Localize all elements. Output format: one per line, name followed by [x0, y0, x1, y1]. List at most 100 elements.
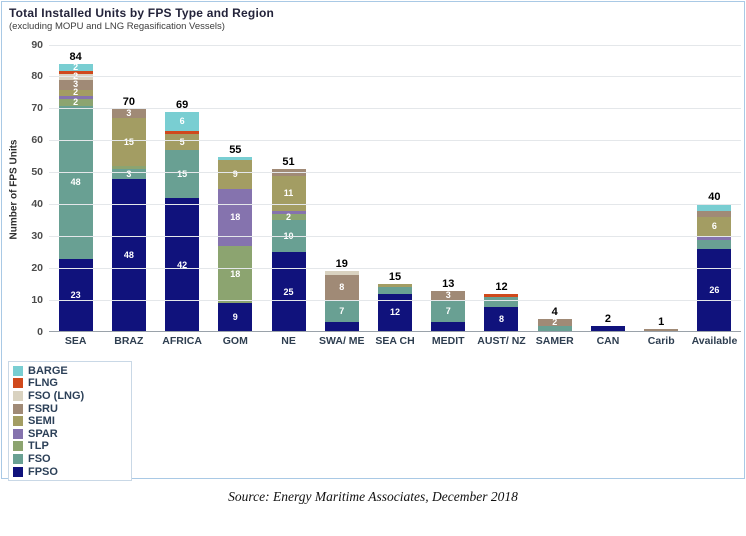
segment-tlp: 2: [271, 211, 306, 222]
y-tick-label: 20: [31, 261, 43, 274]
legend-item-fpso: FPSO: [13, 466, 127, 478]
gridline: [49, 235, 741, 237]
legend: BARGE FLNG FSO (LNG) FSRU SEMI SPAR TLP FSO FPSO: [8, 361, 132, 482]
segment-fsru: [644, 328, 679, 332]
bar-slot-gom: 55 9 18 18 9: [209, 45, 262, 332]
segment-fpso: 9: [218, 303, 253, 332]
segment-tlp: 2: [58, 96, 93, 107]
stacked-bar: 8: [484, 293, 519, 332]
segment-fsru: 8: [324, 274, 359, 301]
segment-semi: 11: [271, 175, 306, 211]
segment-fso: 7: [324, 300, 359, 323]
segment-fso: [378, 287, 413, 294]
segment-value-label: 2: [73, 96, 79, 107]
segment-fso: 7: [431, 300, 466, 323]
segment-value-label: 9: [232, 312, 238, 323]
segment-fso: 48: [58, 105, 93, 259]
legend-swatch: [13, 390, 23, 401]
segment-value-label: 12: [390, 307, 401, 318]
legend-item-spar: SPAR: [13, 428, 127, 440]
segment-value-label: 26: [709, 285, 720, 296]
x-axis-label: Available: [691, 335, 738, 347]
bar-slot-swa-me: 19 8 7: [315, 45, 368, 332]
x-axis-label: CAN: [596, 335, 620, 347]
gridline: [49, 299, 741, 301]
x-axis-label: GOM: [222, 335, 248, 347]
source-text: Source: Energy Maritime Associates, Dece…: [228, 489, 518, 504]
y-tick-label: 40: [31, 197, 43, 210]
stacked-bar: 6 5 15 42: [165, 112, 200, 332]
bar-total-label: 4: [551, 306, 558, 319]
x-axis-labels: SEA BRAZ AFRICA GOM NE SWA/ ME SEA CH MEDIT AUST…: [49, 335, 741, 347]
legend-label: FSRU: [28, 402, 58, 415]
segment-fsru: [697, 210, 732, 218]
segment-fso: [484, 296, 519, 307]
segment-value-label: 18: [230, 211, 241, 222]
legend-item-fso: FSO: [13, 453, 127, 465]
bar-total-label: 13: [442, 277, 455, 290]
chart-frame: Total Installed Units by FPS Type and Re…: [1, 1, 745, 482]
segment-flng: [58, 70, 93, 74]
segment-fsru: 3: [431, 290, 466, 301]
segment-value-label: 15: [123, 136, 134, 147]
stacked-bar: 6 26: [697, 204, 732, 332]
segment-fpso: 8: [484, 306, 519, 332]
gridline: [49, 76, 741, 78]
bar-total-label: 19: [335, 258, 348, 271]
segment-value-label: 2: [286, 211, 292, 222]
segment-semi: 5: [165, 134, 200, 151]
segment-value-label: 15: [177, 168, 188, 179]
segment-semi: [378, 284, 413, 288]
stacked-bar: 11 2 10 25: [271, 169, 306, 332]
x-axis-label: BRAZ: [114, 335, 144, 347]
legend-label: FPSO: [28, 465, 58, 478]
plot-area: 8422322482370315348696515425591818951112…: [31, 39, 741, 338]
stacked-bar: [644, 328, 679, 332]
segment-spar: 18: [218, 188, 253, 246]
legend-swatch: [13, 416, 23, 427]
bar-slot-available: 40 6 26: [688, 45, 741, 332]
legend-label: SPAR: [28, 427, 58, 440]
gridline: [49, 172, 741, 174]
segment-fpso: 25: [271, 252, 306, 332]
segment-tlp: [111, 166, 146, 170]
segment-semi: 6: [697, 217, 732, 237]
y-tick-label: 90: [31, 38, 43, 51]
y-tick-label: 10: [31, 293, 43, 306]
segment-tlp: 18: [218, 245, 253, 304]
legend-label: FSO (LNG): [28, 389, 85, 402]
segment-fso: 3: [111, 169, 146, 179]
y-tick-label: 30: [31, 229, 43, 242]
segment-spar: [58, 96, 93, 100]
segment-value-label: 48: [70, 176, 81, 187]
segment-value-label: 11: [283, 187, 294, 198]
segment-value-label: 2: [73, 87, 79, 98]
stacked-bar: 9 18 18 9: [218, 156, 253, 332]
x-axis-line: [49, 331, 741, 332]
segment-fsru: 3: [111, 109, 146, 119]
segment-fpso: [590, 325, 625, 332]
stacked-bar: 12: [378, 284, 413, 332]
stacked-bar: 3 15 3 48: [111, 109, 146, 332]
segment-value-label: 25: [283, 286, 294, 297]
bar-slot-ne: 51 11 2 10 25: [262, 45, 315, 332]
segment-value-label: 5: [179, 136, 185, 147]
segment-barge: 6: [165, 112, 200, 132]
segment-semi: 2: [58, 87, 93, 98]
segment-value-label: 6: [179, 116, 185, 127]
segment-value-label: 3: [73, 79, 79, 90]
x-axis-label: AUST/ NZ: [477, 335, 526, 347]
segment-fpso: 42: [165, 198, 200, 332]
segment-value-label: 8: [339, 281, 345, 292]
segment-semi: 9: [218, 159, 253, 189]
segment-fpso: [324, 322, 359, 332]
bars-container: 8422322482370315348696515425591818951112…: [49, 45, 741, 332]
legend-swatch: [13, 403, 23, 414]
segment-spar: [271, 210, 306, 215]
x-axis-label: AFRICA: [162, 335, 202, 347]
legend-item-fso-lng-: FSO (LNG): [13, 390, 127, 402]
bar-slot-carib: 1: [635, 45, 688, 332]
stacked-bar: 2: [537, 317, 572, 332]
